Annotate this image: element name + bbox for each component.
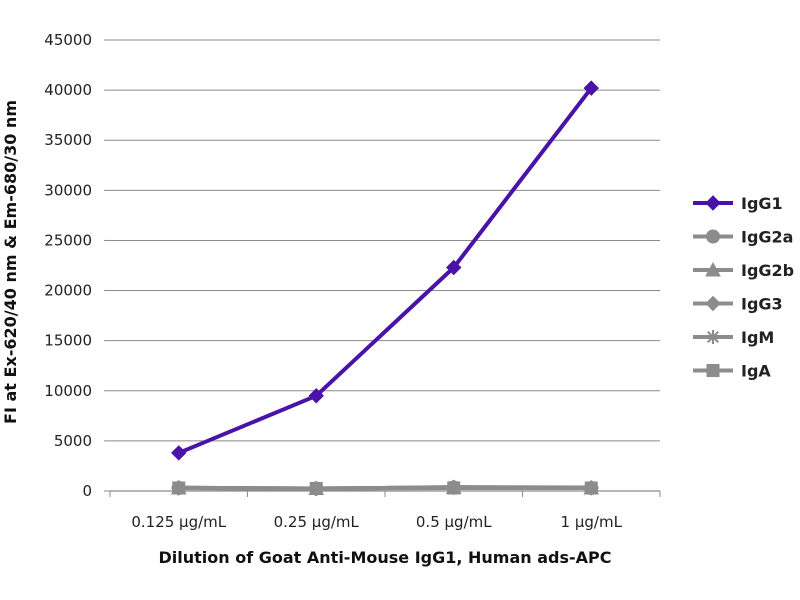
legend-item: IgA (693, 362, 771, 381)
series-line (176, 485, 594, 491)
series-IgG1 (171, 80, 599, 461)
legend-marker (705, 295, 721, 312)
legend-label: IgG2a (741, 228, 793, 247)
y-tick-label: 45000 (44, 31, 92, 49)
legend: IgG1 IgG2a IgG2b IgG3 IgM IgA (693, 194, 794, 381)
x-tick-label: 0.125 µg/mL (131, 513, 226, 531)
y-axis-title: FI at Ex-620/40 nm & Em-680/30 nm (1, 100, 20, 424)
legend-label: IgG1 (741, 194, 783, 213)
legend-marker (706, 229, 720, 244)
y-tick-label: 40000 (44, 81, 92, 99)
data-point (584, 480, 599, 495)
y-tick-label: 20000 (44, 282, 92, 300)
data-point (171, 480, 186, 495)
legend-marker (706, 364, 720, 377)
data-point (446, 480, 461, 495)
data-point (309, 481, 324, 496)
legend-label: IgG3 (741, 295, 783, 314)
data-point (308, 388, 324, 404)
legend-label: IgM (741, 328, 774, 347)
x-axis-title: Dilution of Goat Anti-Mouse IgG1, Human … (159, 548, 612, 567)
x-tick-label: 1 µg/mL (561, 513, 623, 531)
y-axis-ticks: 0 5000 10000 15000 20000 25000 30000 35000 40000… (44, 31, 110, 500)
y-tick-label: 5000 (54, 432, 92, 450)
legend-marker (705, 195, 721, 211)
legend-item: IgG2a (693, 228, 793, 247)
y-tick-label: 35000 (44, 131, 92, 149)
x-tick-label: 0.25 µg/mL (274, 513, 360, 531)
y-tick-label: 0 (82, 482, 92, 500)
series-line (176, 86, 594, 455)
legend-item: IgM (693, 328, 774, 347)
legend-item: IgG2b (693, 261, 794, 280)
y-tick-label: 10000 (44, 382, 92, 400)
data-point (446, 259, 462, 276)
data-point (171, 445, 187, 461)
series-layer (170, 80, 600, 497)
legend-label: IgG2b (741, 261, 794, 280)
x-tick-label: 0.5 µg/mL (416, 513, 492, 531)
y-tick-label: 30000 (44, 181, 92, 199)
x-axis-ticks: 0.125 µg/mL 0.25 µg/mL 0.5 µg/mL 1 µg/mL (109, 491, 661, 531)
legend-marker (705, 261, 721, 277)
legend-item: IgG1 (693, 194, 783, 213)
legend-item: IgG3 (693, 295, 783, 314)
y-tick-label: 25000 (44, 231, 92, 249)
legend-label: IgA (741, 362, 771, 381)
data-point (583, 80, 599, 96)
series-IgG2a (171, 480, 599, 496)
gridlines (110, 39, 660, 442)
y-tick-label: 15000 (44, 332, 92, 350)
legend-marker (706, 330, 720, 344)
